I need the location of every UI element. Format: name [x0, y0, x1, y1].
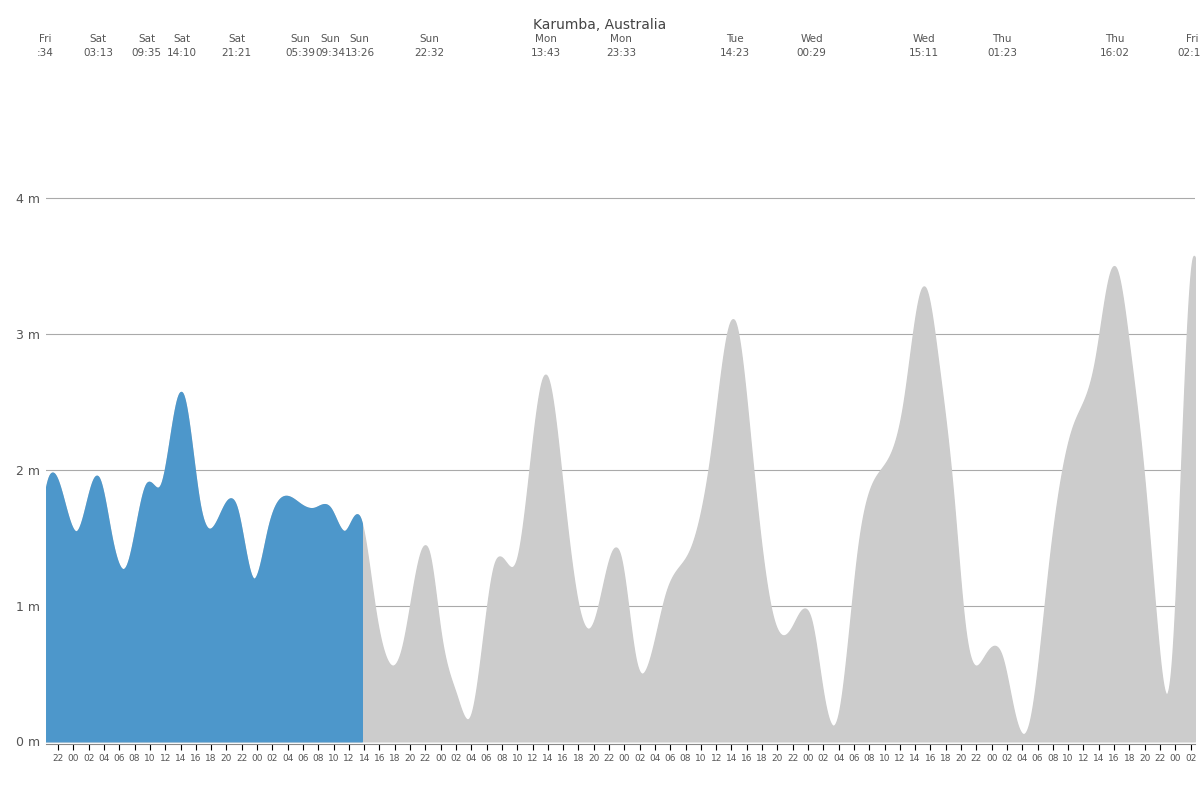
Text: 23:33: 23:33 — [606, 48, 636, 58]
Text: 03:13: 03:13 — [83, 48, 113, 58]
Text: Sun: Sun — [290, 34, 311, 43]
Text: 15:11: 15:11 — [910, 48, 940, 58]
Text: Sun: Sun — [420, 34, 439, 43]
Text: Karumba, Australia: Karumba, Australia — [533, 18, 667, 31]
Text: Sat: Sat — [90, 34, 107, 43]
Text: Fri: Fri — [1187, 34, 1199, 43]
Text: 09:34: 09:34 — [316, 48, 346, 58]
Text: Tue: Tue — [726, 34, 743, 43]
Text: Fri: Fri — [40, 34, 52, 43]
Text: 13:26: 13:26 — [344, 48, 374, 58]
Text: 13:43: 13:43 — [530, 48, 560, 58]
Text: Sat: Sat — [228, 34, 245, 43]
Text: Wed: Wed — [913, 34, 936, 43]
Text: 01:23: 01:23 — [988, 48, 1018, 58]
Text: Mon: Mon — [535, 34, 557, 43]
Text: Mon: Mon — [610, 34, 632, 43]
Text: 00:29: 00:29 — [797, 48, 827, 58]
Text: 05:39: 05:39 — [286, 48, 316, 58]
Text: 16:02: 16:02 — [1099, 48, 1129, 58]
Text: 09:35: 09:35 — [132, 48, 162, 58]
Text: Sun: Sun — [350, 34, 370, 43]
Text: 21:21: 21:21 — [222, 48, 252, 58]
Text: :34: :34 — [37, 48, 54, 58]
Text: Wed: Wed — [800, 34, 823, 43]
Text: Thu: Thu — [1104, 34, 1124, 43]
Text: Sat: Sat — [173, 34, 191, 43]
Text: Thu: Thu — [992, 34, 1012, 43]
Text: 14:10: 14:10 — [167, 48, 197, 58]
Text: 22:32: 22:32 — [414, 48, 444, 58]
Text: Sat: Sat — [138, 34, 155, 43]
Text: 02:15: 02:15 — [1177, 48, 1200, 58]
Text: 14:23: 14:23 — [719, 48, 750, 58]
Text: Sun: Sun — [320, 34, 341, 43]
